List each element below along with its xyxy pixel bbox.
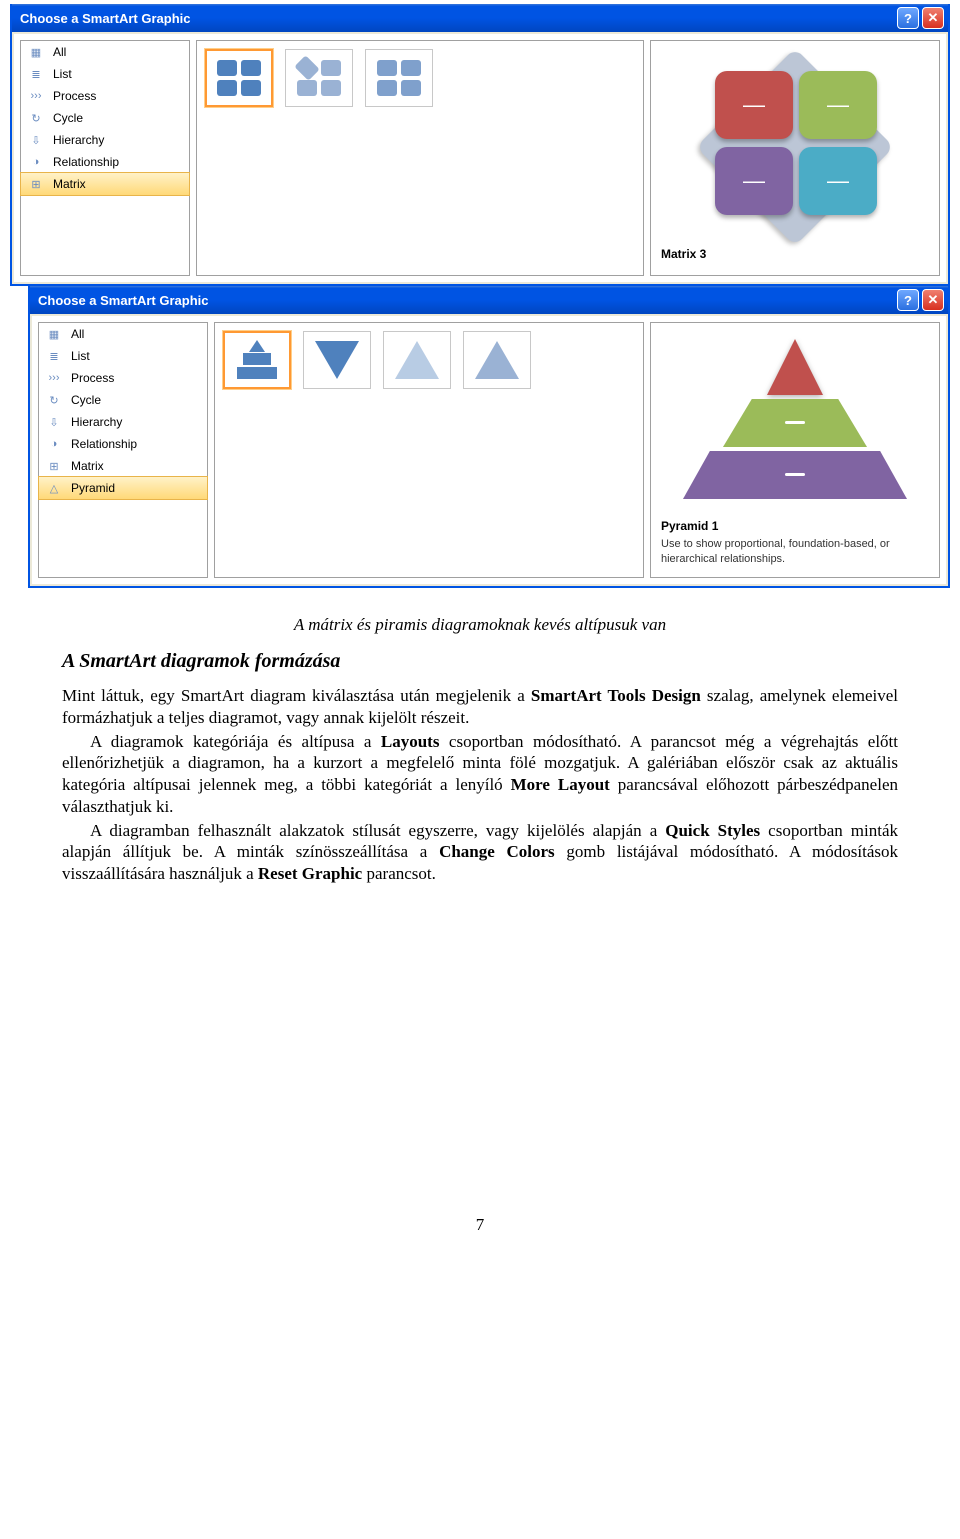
category-label: List xyxy=(53,67,72,81)
paragraph-2: A diagramok kategóriája és altípusa a La… xyxy=(62,731,898,818)
category-cycle[interactable]: ↻ Cycle xyxy=(39,389,207,411)
category-label: All xyxy=(53,45,66,59)
paragraph-3: A diagramban felhasznált alakzatok stílu… xyxy=(62,820,898,885)
preview-image xyxy=(661,333,929,519)
category-label: Pyramid xyxy=(71,481,115,495)
category-label: Cycle xyxy=(53,111,83,125)
category-process[interactable]: ››› Process xyxy=(21,85,189,107)
all-icon: ▦ xyxy=(27,45,45,59)
hierarchy-icon: ⇩ xyxy=(27,133,45,147)
help-button[interactable]: ? xyxy=(897,7,919,29)
preview-image: — — — — xyxy=(661,51,929,247)
category-label: Relationship xyxy=(53,155,119,169)
process-icon: ››› xyxy=(27,89,45,103)
help-button[interactable]: ? xyxy=(897,289,919,311)
category-label: Hierarchy xyxy=(53,133,104,147)
category-label: All xyxy=(71,327,84,341)
category-cycle[interactable]: ↻ Cycle xyxy=(21,107,189,129)
category-all[interactable]: ▦ All xyxy=(39,323,207,345)
page-number: 7 xyxy=(0,1215,960,1255)
category-process[interactable]: ››› Process xyxy=(39,367,207,389)
cycle-icon: ↻ xyxy=(27,111,45,125)
dialog-body: ▦ All ≣ List ››› Process ↻ Cycle ⇩ Hierarchy ◑ Rela… xyxy=(32,316,946,584)
process-icon: ››› xyxy=(45,371,63,385)
smartart-dialog-matrix: Choose a SmartArt Graphic ? ✕ ▦ All ≣ List ›… xyxy=(10,4,950,286)
matrix-thumb-3[interactable] xyxy=(365,49,433,107)
close-button[interactable]: ✕ xyxy=(922,289,944,311)
preview-pane: — — — — Matrix 3 xyxy=(650,40,940,276)
titlebar[interactable]: Choose a SmartArt Graphic ? ✕ xyxy=(12,4,948,32)
category-matrix[interactable]: ⊞ Matrix xyxy=(39,455,207,477)
window-title: Choose a SmartArt Graphic xyxy=(38,293,209,308)
relationship-icon: ◑ xyxy=(27,155,45,169)
category-list: ▦ All ≣ List ››› Process ↻ Cycle ⇩ Hierarchy ◑ Rela… xyxy=(38,322,208,578)
category-list: ▦ All ≣ List ››› Process ↻ Cycle ⇩ Hierarchy ◑ Rela… xyxy=(20,40,190,276)
figure-caption: A mátrix és piramis diagramoknak kevés a… xyxy=(62,614,898,636)
titlebar[interactable]: Choose a SmartArt Graphic ? ✕ xyxy=(30,286,948,314)
pyramid-thumb-1[interactable] xyxy=(223,331,291,389)
category-all[interactable]: ▦ All xyxy=(21,41,189,63)
category-list[interactable]: ≣ List xyxy=(21,63,189,85)
hierarchy-icon: ⇩ xyxy=(45,415,63,429)
close-button[interactable]: ✕ xyxy=(922,7,944,29)
matrix-thumb-1[interactable] xyxy=(205,49,273,107)
category-label: List xyxy=(71,349,90,363)
pyramid-thumb-3[interactable] xyxy=(383,331,451,389)
pyramid-icon: △ xyxy=(45,481,63,495)
gallery-pane xyxy=(196,40,644,276)
preview-pane: Pyramid 1 Use to show proportional, foun… xyxy=(650,322,940,578)
category-label: Process xyxy=(71,371,114,385)
category-label: Matrix xyxy=(71,459,104,473)
matrix-thumb-2[interactable] xyxy=(285,49,353,107)
gallery-pane xyxy=(214,322,644,578)
matrix-icon: ⊞ xyxy=(45,459,63,473)
dialog-body: ▦ All ≣ List ››› Process ↻ Cycle ⇩ Hierarchy ◑ Rela… xyxy=(14,34,946,282)
paragraph-1: Mint láttuk, egy SmartArt diagram kivála… xyxy=(62,685,898,729)
category-matrix[interactable]: ⊞ Matrix xyxy=(20,172,190,196)
category-list[interactable]: ≣ List xyxy=(39,345,207,367)
smartart-dialog-pyramid: Choose a SmartArt Graphic ? ✕ ▦ All ≣ List ›… xyxy=(28,286,950,588)
preview-title: Pyramid 1 xyxy=(661,519,929,533)
relationship-icon: ◑ xyxy=(45,437,63,451)
preview-description: Use to show proportional, foundation-bas… xyxy=(661,537,929,567)
category-hierarchy[interactable]: ⇩ Hierarchy xyxy=(39,411,207,433)
category-pyramid[interactable]: △ Pyramid xyxy=(38,476,208,500)
category-label: Process xyxy=(53,89,96,103)
category-label: Hierarchy xyxy=(71,415,122,429)
category-relationship[interactable]: ◑ Relationship xyxy=(21,151,189,173)
category-label: Cycle xyxy=(71,393,101,407)
category-relationship[interactable]: ◑ Relationship xyxy=(39,433,207,455)
category-label: Relationship xyxy=(71,437,137,451)
pyramid-thumb-2[interactable] xyxy=(303,331,371,389)
category-hierarchy[interactable]: ⇩ Hierarchy xyxy=(21,129,189,151)
list-icon: ≣ xyxy=(27,67,45,81)
list-icon: ≣ xyxy=(45,349,63,363)
category-label: Matrix xyxy=(53,177,86,191)
all-icon: ▦ xyxy=(45,327,63,341)
document-body: A mátrix és piramis diagramoknak kevés a… xyxy=(62,614,898,885)
pyramid-thumb-4[interactable] xyxy=(463,331,531,389)
window-title: Choose a SmartArt Graphic xyxy=(20,11,191,26)
section-heading: A SmartArt diagramok formázása xyxy=(62,649,898,675)
preview-title: Matrix 3 xyxy=(661,247,929,261)
matrix-icon: ⊞ xyxy=(27,177,45,191)
cycle-icon: ↻ xyxy=(45,393,63,407)
